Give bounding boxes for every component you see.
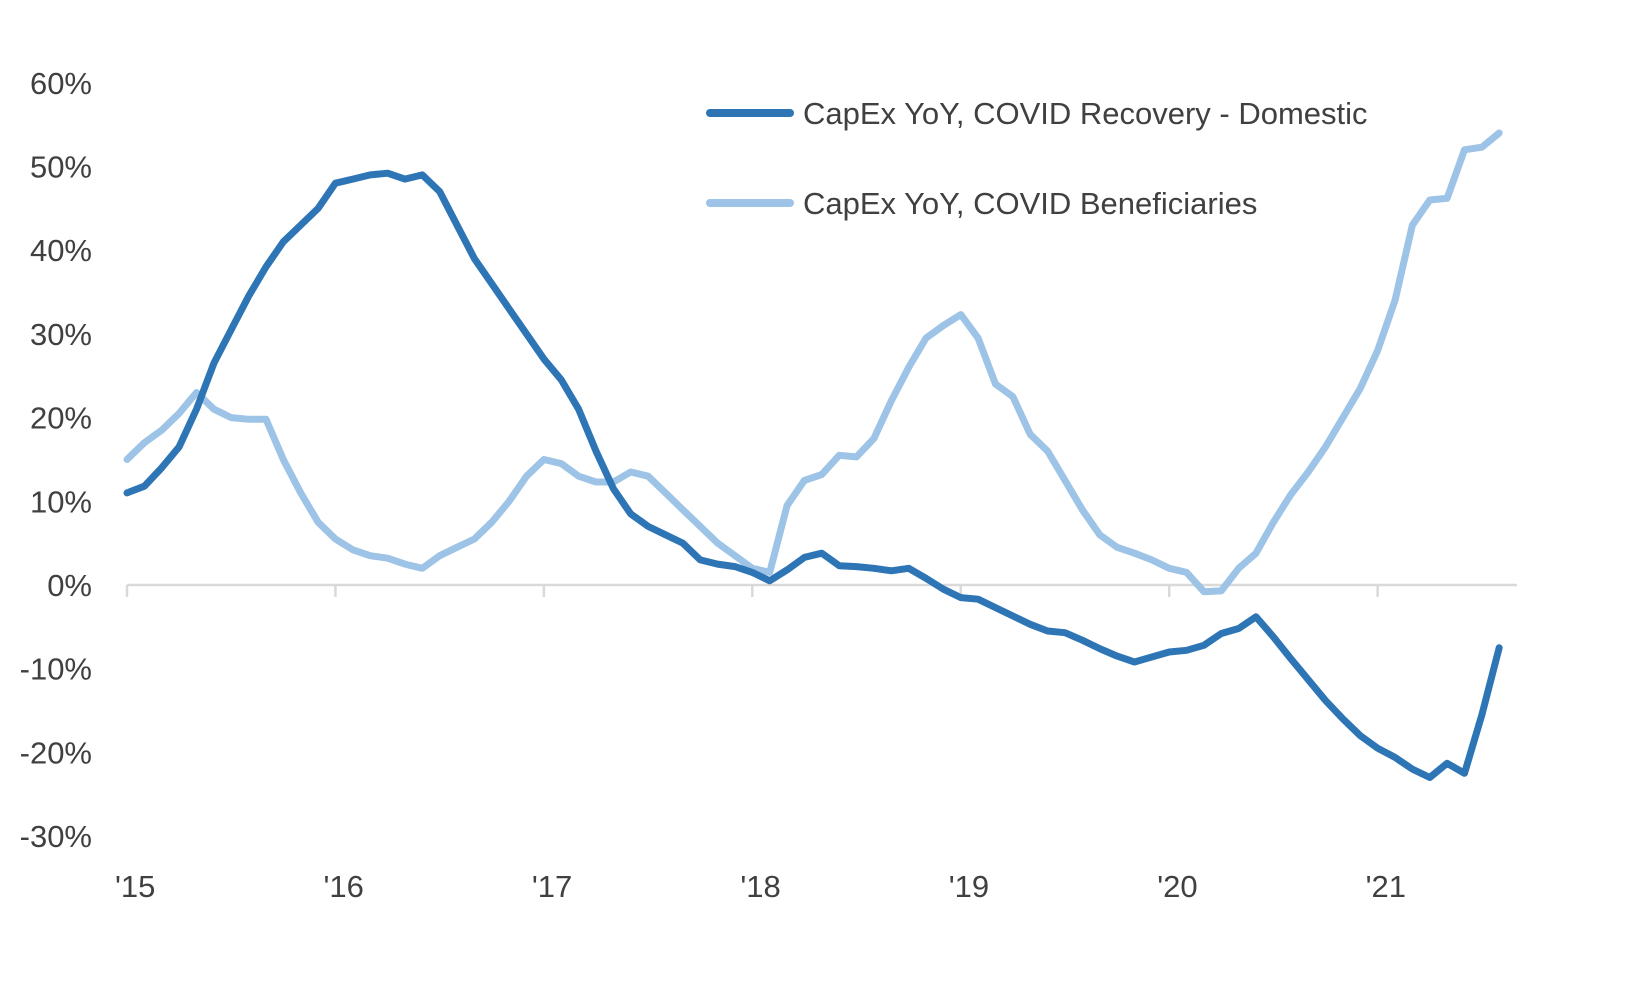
x-tick-label: '19 [949,869,989,904]
y-tick-label: 50% [30,150,92,185]
series-line-domestic [123,169,1503,781]
y-tick-label: 20% [30,401,92,436]
y-tick-label: 0% [47,568,92,603]
legend-label-beneficiaries: CapEx YoY, COVID Beneficiaries [803,186,1257,221]
y-tick-label: 40% [30,233,92,268]
y-tick-label: 60% [30,66,92,101]
x-tick-label: '16 [323,869,363,904]
x-tick-label: '20 [1157,869,1197,904]
x-tick-label: '18 [740,869,780,904]
y-tick-label: -30% [20,819,92,854]
x-tick-label: '17 [532,869,572,904]
x-tick-label: '15 [115,869,155,904]
legend: CapEx YoY, COVID Recovery - Domestic Cap… [706,96,1368,221]
x-tick-label: '21 [1366,869,1406,904]
y-tick-label: -10% [20,652,92,687]
y-tick-label: 10% [30,484,92,519]
legend-label-domestic: CapEx YoY, COVID Recovery - Domestic [803,96,1368,131]
series-line-beneficiaries [123,129,1503,596]
y-tick-label: 30% [30,317,92,352]
y-tick-label: -20% [20,735,92,770]
